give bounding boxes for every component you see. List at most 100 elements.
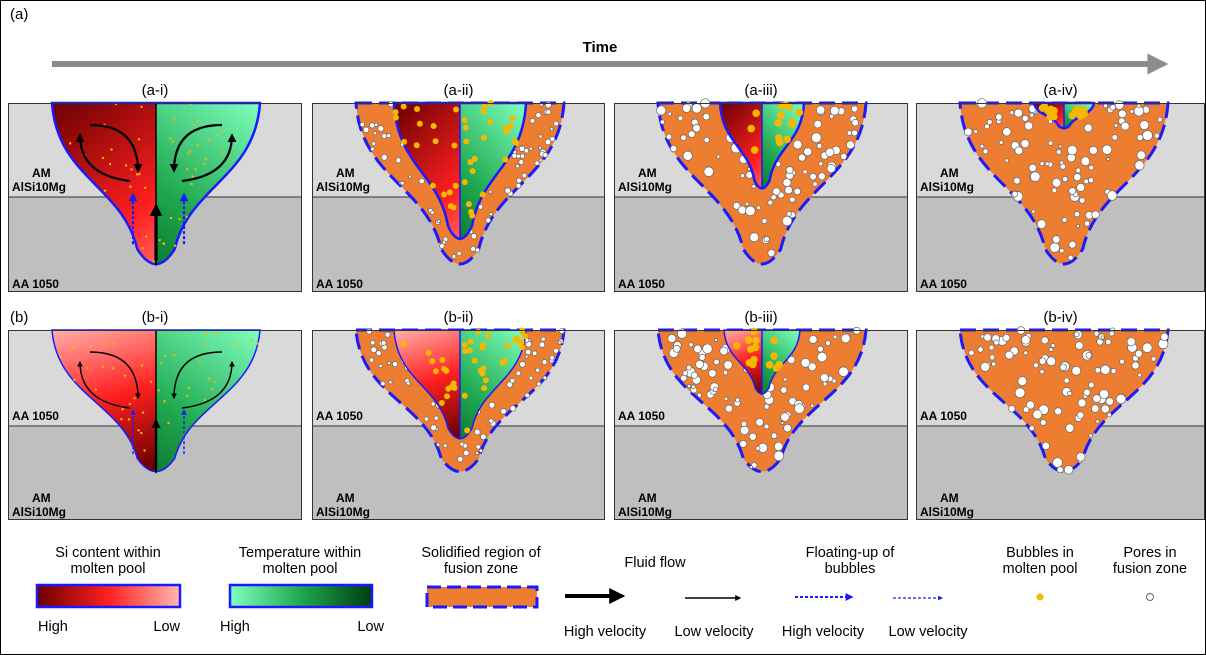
legend-label: Low velocity [889, 624, 969, 640]
pore [1088, 146, 1098, 155]
bubble [196, 120, 199, 123]
pore [687, 130, 696, 138]
pore [540, 336, 546, 342]
pore [1119, 358, 1125, 365]
bubble [158, 238, 161, 242]
bubble [198, 360, 201, 364]
pore [1029, 112, 1035, 118]
legend-label: High velocity [782, 624, 865, 640]
pore [524, 392, 530, 398]
pore [988, 344, 995, 351]
pore [819, 373, 829, 383]
molten-pool-outline [718, 101, 806, 190]
pore [713, 358, 720, 366]
pore [810, 403, 815, 408]
pore [800, 357, 811, 368]
pore [534, 160, 540, 166]
pore [521, 172, 528, 179]
bubble [1080, 106, 1088, 115]
bubble [203, 341, 206, 344]
pore [783, 377, 788, 382]
pore [1063, 465, 1074, 475]
pore [1105, 397, 1114, 406]
pore [669, 144, 678, 153]
pore [807, 362, 817, 372]
pore [702, 343, 713, 354]
pore [659, 119, 665, 125]
pore [773, 441, 784, 452]
pore [761, 218, 768, 224]
pore [825, 147, 835, 157]
pore [840, 333, 851, 344]
pore [1038, 357, 1047, 365]
pore [770, 194, 777, 201]
legend-title: molten pool [71, 561, 146, 577]
panel-border [916, 103, 1205, 292]
bubble [471, 155, 478, 162]
pore [1031, 209, 1036, 214]
pore [755, 445, 761, 451]
pore [1100, 364, 1111, 375]
bubble [73, 378, 76, 382]
pore [822, 381, 828, 387]
bubble [164, 355, 167, 358]
pore [459, 441, 465, 447]
pore [998, 139, 1004, 145]
bubble [751, 343, 760, 352]
pore [500, 408, 507, 415]
bubble [59, 355, 62, 359]
pore [1065, 423, 1075, 433]
bubble [94, 388, 98, 391]
pore [1131, 361, 1140, 370]
pore [443, 443, 448, 448]
bubble [1048, 106, 1056, 115]
bubble [214, 380, 217, 384]
bubble [466, 347, 473, 354]
pore [1091, 210, 1100, 219]
bubble [446, 189, 453, 196]
bubble [185, 215, 188, 219]
bubble [205, 334, 208, 337]
bubble [152, 260, 155, 263]
bubble [140, 364, 143, 367]
pore [703, 136, 710, 144]
bubble [795, 108, 804, 117]
material-label: AlSi10Mg [618, 505, 672, 519]
pore [1021, 114, 1029, 122]
bubble [171, 140, 174, 144]
bubble [775, 138, 784, 147]
pore [809, 172, 817, 181]
pore [789, 196, 796, 203]
bubble [196, 143, 199, 147]
pore [1059, 160, 1064, 165]
pore [1068, 240, 1077, 249]
pore [826, 163, 836, 174]
pore [979, 143, 985, 149]
row-label: (a) [10, 6, 28, 23]
bubble [137, 429, 140, 432]
pore [1095, 419, 1100, 424]
pore [1051, 187, 1058, 194]
pore [691, 103, 702, 114]
pore [745, 205, 756, 217]
pore [676, 328, 688, 339]
bubble [1050, 112, 1058, 121]
bubble [450, 380, 457, 387]
pore [786, 211, 792, 217]
pore [1013, 177, 1021, 185]
bubble [783, 135, 791, 144]
pore [1106, 412, 1112, 418]
pore [831, 378, 837, 384]
pore [549, 136, 556, 142]
pore [518, 145, 526, 152]
legend-title: molten pool [1003, 561, 1078, 577]
bubble [392, 109, 399, 116]
pore [698, 353, 706, 361]
pore [770, 432, 778, 439]
pore [751, 184, 756, 189]
pore [451, 254, 457, 259]
pore [1129, 109, 1135, 114]
pore [656, 105, 667, 116]
pore [1067, 390, 1073, 396]
